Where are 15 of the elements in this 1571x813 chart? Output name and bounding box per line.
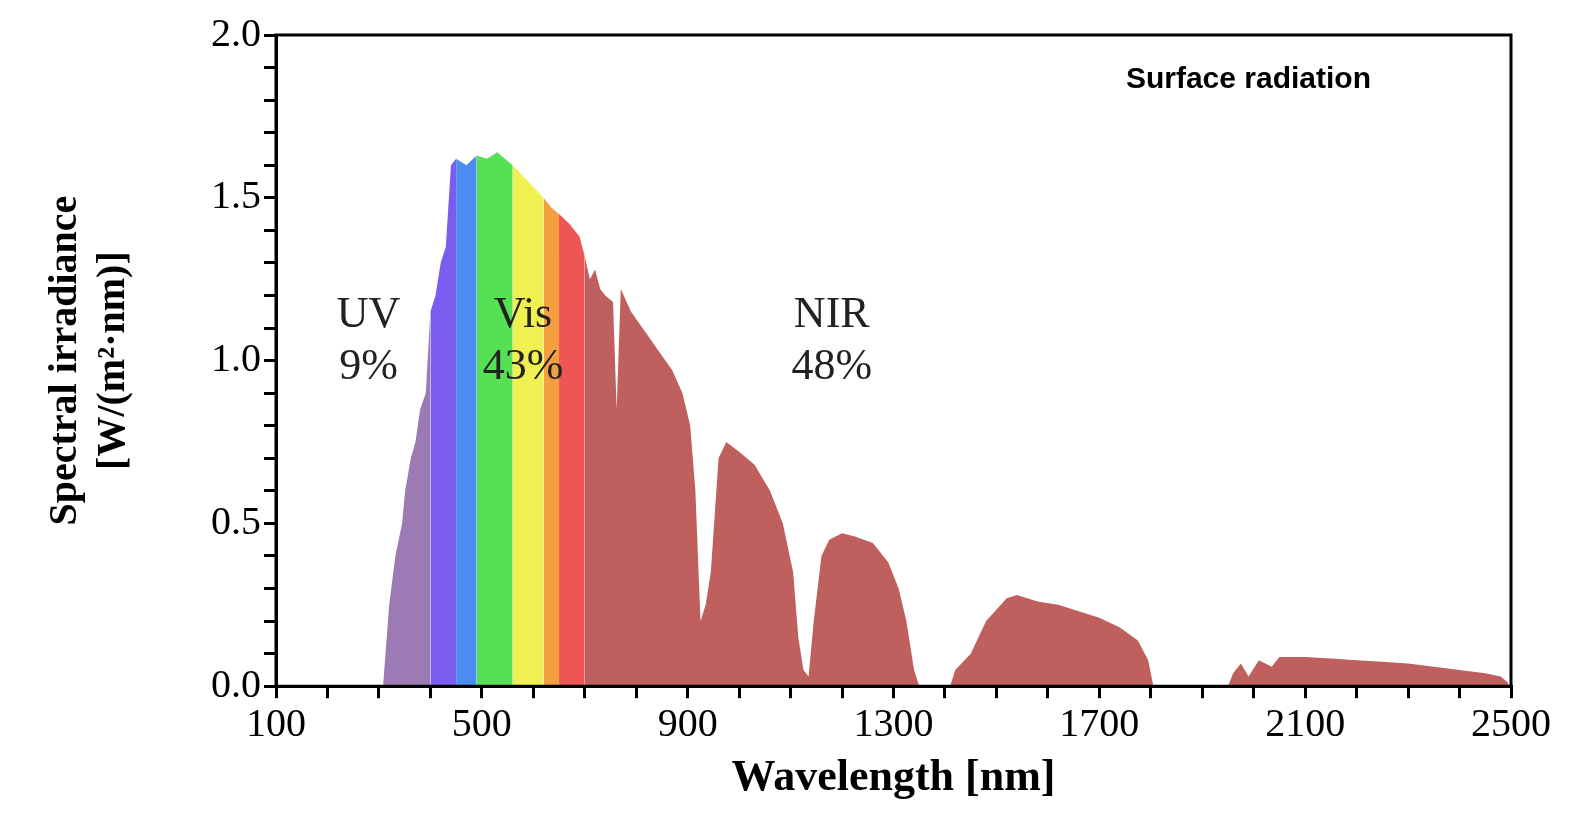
x-tick-label: 2500 (1471, 699, 1551, 745)
x-tick-label: 2100 (1265, 699, 1346, 745)
y-axis-title: Spectral irradiance [W/(m²·nm)] (40, 195, 134, 526)
y-tick-label: 2.0 (211, 9, 261, 55)
x-axis-title: Wavelength [nm] (731, 750, 1056, 800)
y-tick-label: 0.5 (211, 497, 261, 543)
annotation: NIR 48% (791, 287, 873, 389)
text: Surface radiation (1125, 61, 1371, 95)
annotation: UV 9% (336, 287, 401, 389)
y-tick-label: 1.5 (211, 172, 261, 218)
y-tick-label: 1.0 (211, 335, 261, 381)
x-tick-label: 900 (657, 699, 718, 745)
x-tick-label: 500 (451, 699, 512, 745)
x-tick-label: 1300 (853, 699, 934, 745)
x-tick-label: 1700 (1059, 699, 1140, 745)
